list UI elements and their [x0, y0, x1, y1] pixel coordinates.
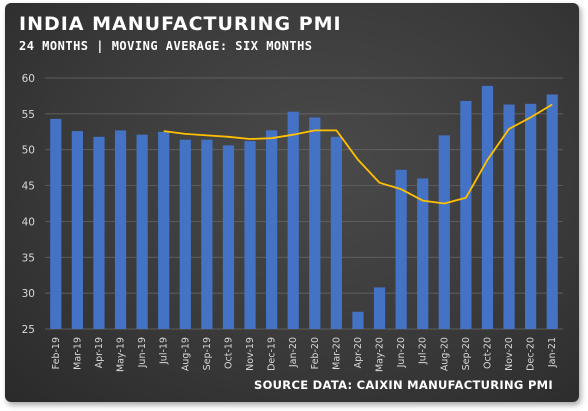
- x-tick-label: Dec-20: [526, 337, 537, 371]
- y-tick-label: 60: [22, 73, 35, 85]
- bar: [179, 139, 191, 329]
- y-tick-label: 45: [22, 181, 35, 193]
- bar: [395, 169, 407, 329]
- bar: [287, 111, 299, 329]
- chart-title: INDIA MANUFACTURING PMI: [19, 13, 342, 35]
- bar: [244, 141, 256, 329]
- x-tick-label: Aug-20: [439, 337, 450, 371]
- bar: [114, 130, 127, 329]
- bar: [93, 136, 105, 329]
- x-tick-label: Feb-20: [310, 337, 321, 369]
- bar-series: [50, 85, 558, 330]
- x-tick-label: Apr-20: [353, 337, 364, 368]
- x-tick-label: Apr-19: [94, 337, 105, 368]
- x-tick-label: Aug-19: [180, 337, 191, 371]
- bar: [222, 145, 235, 329]
- bar: [503, 104, 515, 329]
- y-tick-label: 40: [22, 216, 35, 228]
- x-tick-label: Sep-19: [202, 337, 213, 370]
- x-tick-label: Jul-20: [418, 337, 429, 365]
- bar: [330, 136, 342, 329]
- bar: [136, 134, 148, 329]
- bar: [158, 131, 170, 329]
- x-tick-label: Nov-20: [504, 337, 515, 371]
- y-tick-label: 35: [22, 252, 35, 264]
- x-tick-label: Sep-20: [461, 337, 472, 370]
- y-tick-label: 25: [22, 324, 35, 336]
- x-tick-label: Oct-19: [223, 337, 234, 369]
- y-tick-label: 30: [22, 288, 35, 300]
- x-tick-label: Dec-19: [267, 337, 278, 371]
- x-tick-label: May-20: [375, 337, 386, 372]
- x-tick-label: Nov-19: [245, 337, 256, 371]
- moving-average-series: [163, 103, 553, 205]
- pmi-chart: 25 30 35 40 45 50 55 60 Feb-19 Mar-19 Apr-19 May-1…: [22, 73, 563, 372]
- moving-average-line: [163, 103, 553, 205]
- y-tick-label: 50: [22, 145, 35, 157]
- bar: [417, 178, 429, 329]
- x-axis-ticks: Feb-19 Mar-19 Apr-19 May-19 Jun-19 Jul-19 Aug-…: [51, 337, 558, 372]
- source-note: SOURCE DATA: CAIXIN MANUFACTURING PMI: [254, 378, 553, 392]
- bar: [71, 131, 83, 329]
- bar: [438, 135, 450, 329]
- x-tick-label: Mar-19: [72, 337, 83, 370]
- y-axis-ticks: 25 30 35 40 45 50 55 60: [22, 73, 35, 336]
- gridlines: [45, 77, 563, 330]
- x-tick-label: Feb-19: [51, 337, 62, 369]
- bar: [309, 117, 321, 329]
- chart-card: 25 30 35 40 45 50 55 60 Feb-19 Mar-19 Apr-19 May-1…: [5, 3, 579, 402]
- bar: [546, 94, 558, 329]
- chart-subtitle: 24 MONTHS | MOVING AVERAGE: SIX MONTHS: [19, 39, 313, 53]
- bar: [352, 311, 364, 329]
- x-tick-label: Jun-20: [396, 337, 407, 368]
- bar: [50, 118, 62, 330]
- x-tick-label: Mar-20: [331, 337, 342, 370]
- bar: [481, 85, 494, 329]
- bar: [373, 287, 386, 329]
- bar: [201, 139, 213, 329]
- x-tick-label: Jul-19: [159, 337, 170, 365]
- bar: [525, 103, 537, 330]
- x-tick-label: Oct-20: [482, 337, 493, 369]
- bar: [460, 100, 472, 329]
- x-tick-label: Jun-19: [137, 337, 148, 368]
- x-tick-label: May-19: [116, 337, 127, 372]
- bar: [266, 130, 278, 329]
- y-tick-label: 55: [22, 109, 35, 121]
- x-tick-label: Jan-21: [547, 337, 558, 368]
- x-tick-label: Jan-20: [288, 337, 299, 368]
